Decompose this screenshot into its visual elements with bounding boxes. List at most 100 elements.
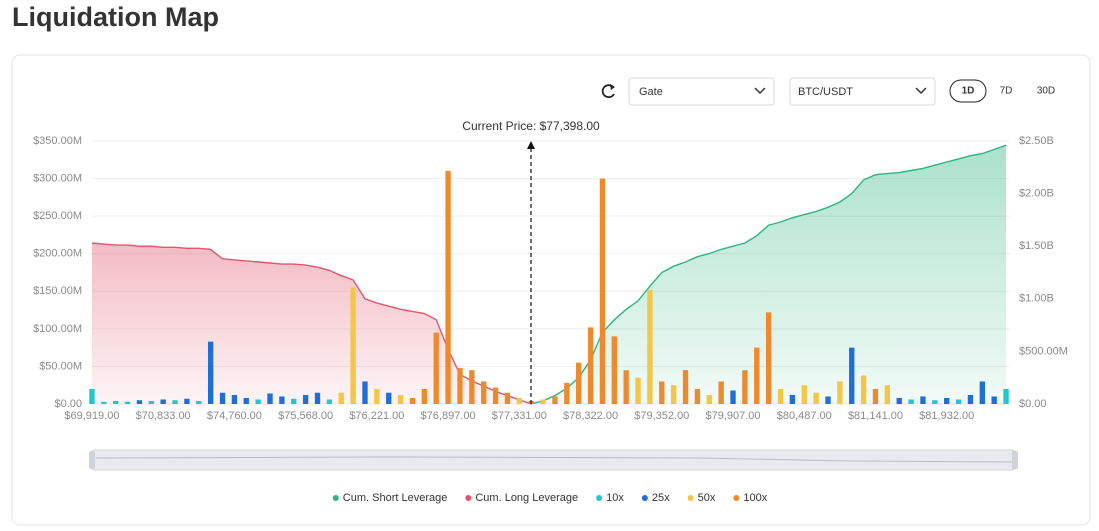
legend-dot	[596, 495, 603, 501]
liquidation-bar	[837, 381, 843, 404]
liquidation-bar	[872, 388, 879, 404]
y2-tick-label: $1.50B	[1019, 240, 1054, 252]
y2-tick-label: $1.00B	[1019, 293, 1054, 305]
x-tick-label: $81,141.00	[848, 410, 903, 422]
y-tick-label: $50.00M	[39, 360, 82, 372]
liquidation-bar	[718, 381, 724, 404]
x-tick-label: $70,833.00	[136, 410, 191, 422]
liquidation-bar	[576, 362, 582, 404]
range-button[interactable]: 7D	[1000, 86, 1013, 97]
exchange-select[interactable]	[628, 77, 775, 106]
liquidation-bar	[754, 347, 760, 404]
liquidation-bar	[944, 397, 950, 404]
current-price-arrow	[527, 141, 535, 149]
cumulative-area	[91, 243, 532, 404]
liquidation-bar	[101, 401, 107, 404]
x-tick-label: $76,897.00	[421, 410, 476, 422]
liquidation-bar	[386, 392, 392, 404]
liquidation-bar	[742, 370, 748, 404]
current-price-label: Current Price: $77,398.00	[462, 119, 600, 133]
range-button-selected[interactable]	[949, 79, 987, 103]
y2-tick-label: $0.00	[1019, 398, 1047, 410]
liquidation-bar	[884, 385, 891, 404]
liquidation-bar	[302, 394, 309, 404]
pair-value: BTC/USDT	[798, 86, 853, 98]
legend-dot	[465, 495, 472, 501]
y-tick-label: $150.00M	[33, 285, 82, 297]
liquidation-bar	[979, 381, 985, 404]
x-tick-label: $75,568.00	[278, 410, 333, 422]
liquidation-bar	[1003, 388, 1009, 404]
y2-tick-label: $2.50B	[1019, 135, 1054, 147]
liquidation-bar	[801, 385, 807, 404]
x-tick-label: $77,331.00	[492, 410, 547, 422]
plot: $0.00 $50.00M $100.00M $150.00M $200.00M $250…	[33, 135, 1068, 422]
liquidation-bar	[670, 385, 677, 404]
liquidation-bar	[849, 347, 855, 404]
liquidation-bar	[481, 381, 487, 404]
legend-label[interactable]: Cum. Short Leverage	[343, 492, 448, 504]
liquidation-bar	[326, 399, 333, 404]
liquidation-bar	[860, 375, 867, 404]
pair-select[interactable]	[789, 77, 936, 106]
range-button[interactable]: 30D	[1037, 86, 1055, 97]
liquidation-bar	[516, 397, 522, 404]
refresh-button[interactable]	[601, 84, 615, 99]
y2-tick-label: $2.00B	[1019, 188, 1054, 200]
y2-tick-label: $500.00M	[1019, 345, 1068, 357]
zoom-slider[interactable]	[89, 449, 1018, 471]
liquidation-bar	[207, 341, 214, 404]
legend-dot	[641, 495, 648, 501]
liquidation-bar	[184, 398, 190, 404]
x-tick-label: $79,352.00	[634, 410, 689, 422]
liquidation-bar	[469, 370, 475, 404]
legend-dot	[733, 495, 740, 501]
legend-label[interactable]: 100x	[743, 492, 767, 504]
liquidation-bar	[219, 392, 226, 404]
liquidation-bar	[314, 392, 321, 404]
dropdown-icon	[915, 87, 927, 95]
legend: Cum. Short Leverage Cum. Long Leverage 10x…	[332, 492, 768, 504]
liquidation-bar	[599, 178, 606, 404]
liquidation-bar	[564, 382, 570, 404]
liquidation-bar	[611, 336, 617, 404]
liquidation-bar	[706, 394, 712, 404]
legend-label[interactable]: 25x	[652, 492, 670, 504]
liquidation-bar	[635, 377, 641, 404]
liquidation-bar	[587, 327, 594, 404]
liquidation-bar	[89, 388, 95, 404]
liquidation-bar	[955, 399, 962, 404]
exchange-value: Gate	[639, 86, 663, 98]
x-tick-label: $81,932.00	[919, 410, 974, 422]
liquidation-bar	[231, 394, 238, 404]
liquidation-bar	[991, 396, 997, 404]
liquidation-bar	[682, 370, 689, 404]
legend-label[interactable]: 50x	[698, 492, 716, 504]
legend-label[interactable]: Cum. Long Leverage	[475, 492, 578, 504]
liquidation-bar	[920, 396, 926, 404]
liquidation-bar	[540, 399, 546, 404]
liquidation-bar	[148, 400, 154, 404]
legend-dot	[332, 495, 339, 501]
liquidation-bar	[813, 392, 819, 404]
liquidation-bar	[694, 388, 701, 404]
card	[11, 54, 1091, 526]
x-tick-label: $76,221.00	[349, 410, 404, 422]
liquidation-bar	[896, 397, 902, 404]
liquidation-bar	[172, 400, 178, 404]
liquidation-bar	[243, 397, 249, 404]
liquidation-bar	[421, 388, 428, 404]
y-tick-label: $200.00M	[33, 248, 82, 260]
liquidation-bar	[825, 396, 831, 404]
y-tick-label: $300.00M	[33, 172, 82, 184]
liquidation-bar	[279, 396, 285, 404]
page-title: Liquidation Map	[12, 2, 219, 32]
x-tick-label: $69,919.00	[64, 410, 119, 422]
liquidation-bar	[291, 398, 297, 404]
liquidation-bar	[789, 394, 796, 404]
legend-label[interactable]: 10x	[606, 492, 624, 504]
liquidation-bar	[445, 171, 451, 404]
range-button[interactable]: 1D	[962, 86, 975, 97]
